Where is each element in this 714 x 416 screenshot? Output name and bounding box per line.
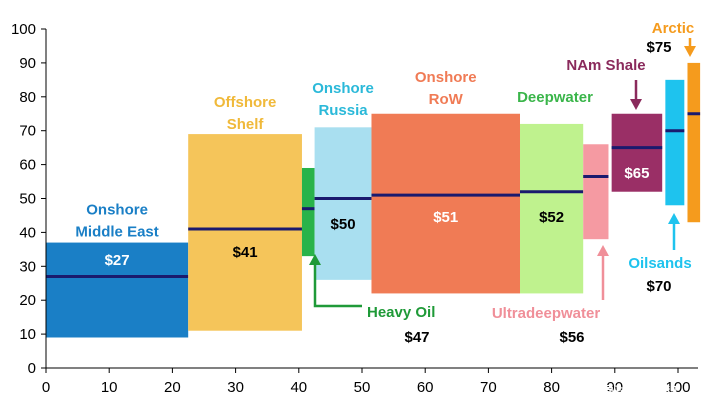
x-tick-label-40: 40 [290, 379, 307, 396]
y-tick-label-40: 40 [19, 224, 36, 241]
arctic-arrow-head [684, 46, 696, 57]
category-label-line: Offshore [214, 94, 277, 111]
y-tick-label-10: 10 [19, 326, 36, 343]
bars-layer [46, 62, 701, 338]
x-tick-label-0: 0 [42, 379, 50, 396]
category-label-line: Ultradeepwater [492, 305, 601, 322]
y-tick-label-70: 70 [19, 123, 36, 140]
price-label-offshore-shelf: $41 [233, 244, 258, 261]
category-label-line: NAm Shale [566, 57, 645, 74]
category-label-nam-shale: NAm Shale [566, 57, 645, 74]
category-label-line: Onshore [312, 80, 374, 97]
heavy-oil-arrow-head [309, 254, 321, 265]
price-label-onshore-russia: $50 [331, 216, 356, 233]
category-label-arctic: Arctic [652, 20, 695, 37]
category-label-line: Onshore [86, 202, 148, 219]
category-label-onshore-russia: Onshore Russia [312, 80, 374, 119]
oilsands-arrow-head [668, 213, 680, 224]
nam-shale-arrow-head [630, 99, 642, 110]
bar-arctic [687, 62, 701, 223]
bar-nam-shale [611, 113, 663, 192]
category-label-offshore-shelf: Offshore Shelf [214, 94, 277, 133]
category-label-line: Arctic [652, 20, 695, 37]
x-tick-label-60: 60 [417, 379, 434, 396]
price-label-onshore-middle-east: $27 [105, 252, 130, 269]
category-label-line: Heavy Oil [367, 304, 435, 321]
bar-onshore-russia [314, 127, 372, 280]
bar-ultradeepwater [583, 144, 609, 240]
bar-oilsands [665, 79, 685, 206]
bar-deepwater [520, 123, 584, 294]
price-label-ultradeepwater: $56 [559, 329, 584, 346]
x-tick-label-10: 10 [101, 379, 118, 396]
bar-onshore-middle-east [46, 242, 189, 338]
price-label-deepwater: $52 [539, 209, 564, 226]
category-label-line: Russia [318, 102, 368, 119]
x-tick-label-50: 50 [354, 379, 371, 396]
ultradeepwater-arrow-head [597, 245, 609, 256]
y-tick-label-100: 100 [11, 21, 36, 38]
x-tick-label-100: 100 [665, 379, 690, 396]
heavy-oil-arrow [313, 262, 362, 308]
category-label-onshore-row: Onshore RoW [415, 69, 477, 108]
x-tick-label-20: 20 [164, 379, 181, 396]
y-tick-label-30: 30 [19, 258, 36, 275]
axes-layer: 0 10 20 30 40 50 60 70 80 90 100 0 10 20 30 40 50 60 70 80 9… [11, 21, 698, 396]
category-label-line: Onshore [415, 69, 477, 86]
price-label-oilsands: $70 [646, 278, 671, 295]
watermark-text: 雪球：新智 [598, 384, 678, 402]
category-label-deepwater: Deepwater [517, 89, 593, 106]
x-tick-label-80: 80 [543, 379, 560, 396]
category-label-line: Shelf [227, 116, 265, 133]
price-label-heavy-oil: $47 [404, 329, 429, 346]
y-tick-label-60: 60 [19, 157, 36, 174]
bar-offshore-shelf [188, 134, 302, 331]
category-label-ultradeepwater: Ultradeepwater [492, 305, 601, 322]
category-label-line: RoW [429, 91, 464, 108]
category-label-line: Oilsands [628, 255, 691, 272]
category-label-line: Middle East [75, 224, 158, 241]
price-label-onshore-row: $51 [433, 209, 458, 226]
category-label-heavy-oil: Heavy Oil [367, 304, 435, 321]
x-tick-label-90: 90 [606, 379, 623, 396]
price-label-nam-shale: $65 [624, 165, 649, 182]
y-tick-label-80: 80 [19, 89, 36, 106]
y-tick-label-20: 20 [19, 292, 36, 309]
category-label-oilsands: Oilsands [628, 255, 691, 272]
bar-heavy-oil [301, 167, 315, 257]
y-tick-label-50: 50 [19, 191, 36, 208]
category-label-onshore-middle-east: Onshore Middle East [75, 202, 158, 241]
x-tick-label-30: 30 [227, 379, 244, 396]
labels-layer: Onshore Middle East $27 Offshore Shelf $41 Hea… [75, 20, 696, 346]
price-label-arctic: $75 [646, 39, 671, 56]
y-tick-label-90: 90 [19, 55, 36, 72]
y-tick-label-0: 0 [28, 360, 36, 377]
x-tick-label-70: 70 [480, 379, 497, 396]
bar-onshore-row [371, 113, 520, 294]
category-label-line: Deepwater [517, 89, 593, 106]
